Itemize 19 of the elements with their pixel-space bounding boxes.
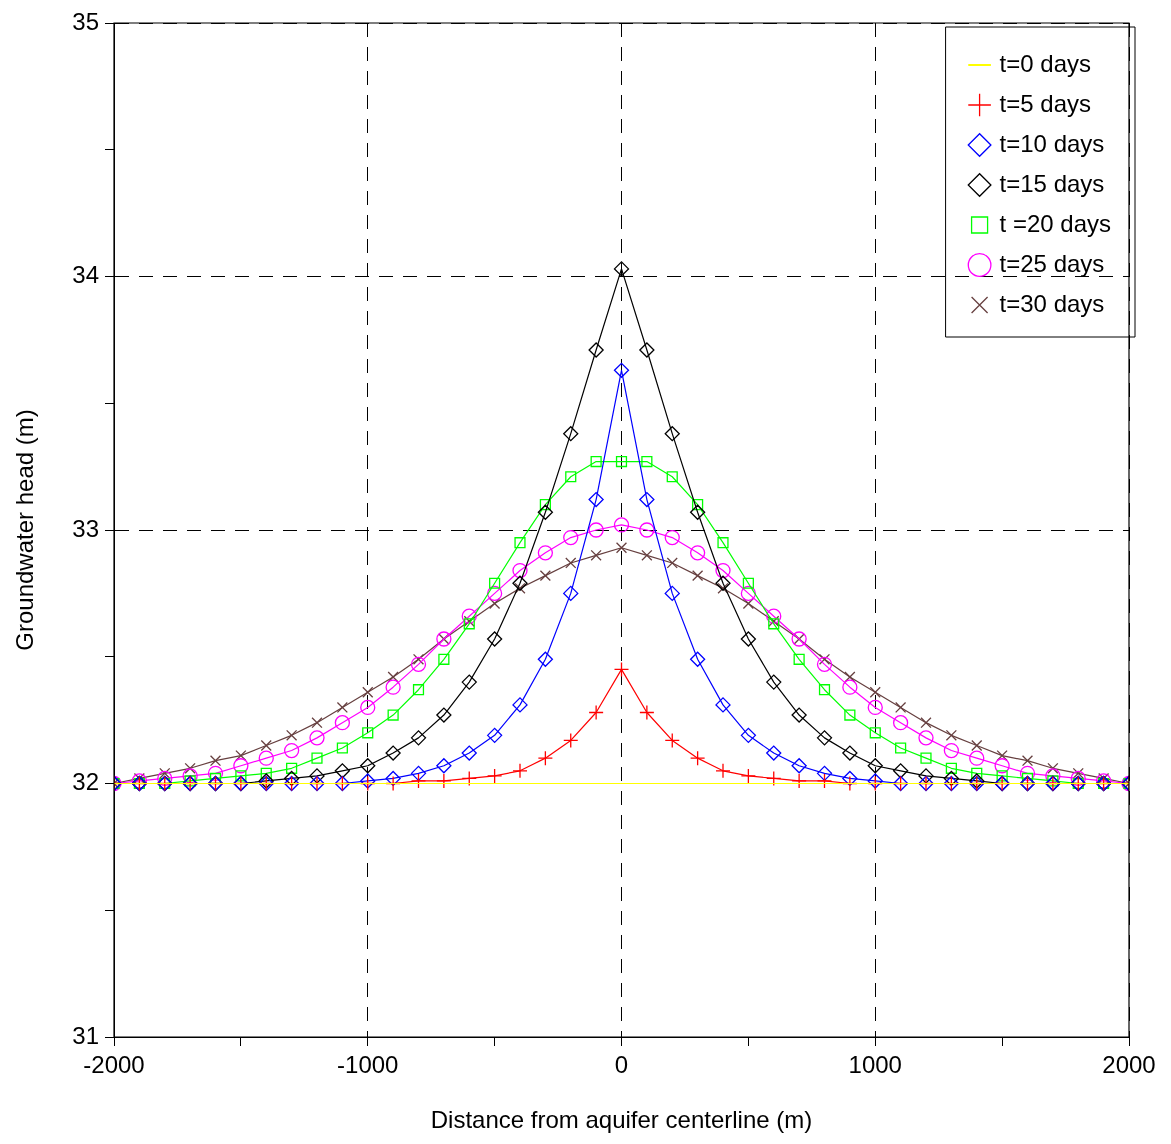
x-tick-label: 1000 <box>848 1051 902 1079</box>
legend-label: t=15 days <box>999 169 1105 197</box>
legend-label: t =20 days <box>999 209 1112 237</box>
legend-label: t=10 days <box>999 129 1105 157</box>
legend-label: t=5 days <box>999 89 1091 117</box>
y-tick-label: 31 <box>72 1021 99 1049</box>
y-tick-label: 32 <box>72 768 99 796</box>
x-axis-title: Distance from aquifer centerline (m) <box>430 1106 813 1134</box>
y-tick-label: 35 <box>72 7 99 35</box>
x-tick-label: -2000 <box>83 1051 145 1079</box>
y-axis-title: Groundwater head (m) <box>11 409 39 651</box>
legend-label: t=25 days <box>999 249 1105 277</box>
x-tick-label: 0 <box>614 1051 629 1079</box>
x-tick-label: 2000 <box>1102 1051 1156 1079</box>
y-tick-label: 34 <box>72 261 99 289</box>
y-tick-label: 33 <box>72 514 99 542</box>
legend-label: t=30 days <box>999 289 1105 317</box>
x-tick-label: -1000 <box>337 1051 399 1079</box>
legend-label: t=0 days <box>999 49 1091 77</box>
